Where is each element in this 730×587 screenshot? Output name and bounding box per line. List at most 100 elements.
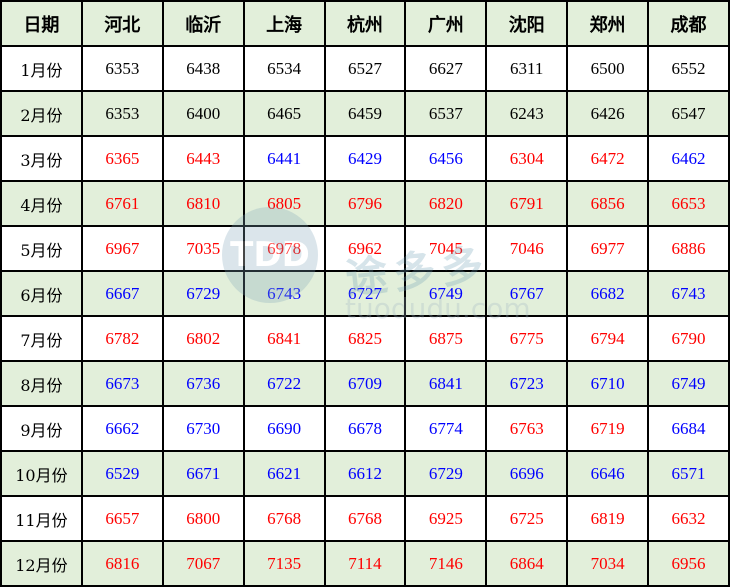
- price-cell: 6810: [161, 180, 245, 227]
- price-cell: 6749: [647, 360, 730, 407]
- table-row: 2月份 6353 6400 6465 6459 6537 6243 6426 6547: [0, 90, 730, 137]
- price-cell: 6472: [566, 135, 649, 182]
- table-row: 11月份 6657 6800 6768 6768 6925 6725 6819 6632: [0, 495, 730, 542]
- price-cell: 6365: [80, 135, 164, 182]
- price-cell: 6886: [647, 225, 730, 272]
- price-cell: 6743: [647, 270, 730, 317]
- price-cell: 6696: [485, 450, 569, 497]
- price-cell: 6632: [647, 495, 730, 542]
- price-cell: 7146: [404, 540, 488, 587]
- price-cell: 6462: [647, 135, 730, 182]
- price-cell: 6547: [647, 90, 730, 137]
- price-cell: 6426: [566, 90, 649, 137]
- price-cell: 6537: [404, 90, 488, 137]
- price-cell: 6671: [161, 450, 245, 497]
- month-cell: 9月份: [0, 405, 83, 452]
- price-cell: 6529: [80, 450, 164, 497]
- price-cell: 7135: [242, 540, 326, 587]
- price-cell: 6684: [647, 405, 730, 452]
- table-row: 3月份 6365 6443 6441 6429 6456 6304 6472 6462: [0, 135, 730, 182]
- price-cell: 6662: [80, 405, 164, 452]
- header-city: 广州: [404, 0, 488, 47]
- price-cell: 6978: [242, 225, 326, 272]
- price-cell: 6805: [242, 180, 326, 227]
- price-cell: 6729: [404, 450, 488, 497]
- price-cell: 6816: [80, 540, 164, 587]
- price-cell: 6841: [404, 360, 488, 407]
- table-row: 9月份 6662 6730 6690 6678 6774 6763 6719 6684: [0, 405, 730, 452]
- month-cell: 8月份: [0, 360, 83, 407]
- price-cell: 6667: [80, 270, 164, 317]
- month-cell: 1月份: [0, 45, 83, 92]
- month-cell: 6月份: [0, 270, 83, 317]
- table-row: 7月份 6782 6802 6841 6825 6875 6775 6794 6790: [0, 315, 730, 362]
- table-row: 1月份 6353 6438 6534 6527 6627 6311 6500 6552: [0, 45, 730, 92]
- table-row: 10月份 6529 6671 6621 6612 6729 6696 6646 6571: [0, 450, 730, 497]
- price-cell: 6657: [80, 495, 164, 542]
- price-cell: 6429: [323, 135, 407, 182]
- table-row: 5月份 6967 7035 6978 6962 7045 7046 6977 6886: [0, 225, 730, 272]
- price-cell: 7046: [485, 225, 569, 272]
- price-cell: 6800: [161, 495, 245, 542]
- price-cell: 6571: [647, 450, 730, 497]
- price-cell: 6673: [80, 360, 164, 407]
- price-cell: 6768: [242, 495, 326, 542]
- price-cell: 6820: [404, 180, 488, 227]
- price-cell: 6552: [647, 45, 730, 92]
- price-cell: 6794: [566, 315, 649, 362]
- price-cell: 6736: [161, 360, 245, 407]
- price-cell: 6791: [485, 180, 569, 227]
- price-cell: 6825: [323, 315, 407, 362]
- month-cell: 2月份: [0, 90, 83, 137]
- price-cell: 6612: [323, 450, 407, 497]
- table-row: 6月份 6667 6729 6743 6727 6749 6767 6682 6743: [0, 270, 730, 317]
- price-cell: 6719: [566, 405, 649, 452]
- month-cell: 11月份: [0, 495, 83, 542]
- month-cell: 3月份: [0, 135, 83, 182]
- table-row: 8月份 6673 6736 6722 6709 6841 6723 6710 6749: [0, 360, 730, 407]
- price-cell: 6761: [80, 180, 164, 227]
- price-cell: 6729: [161, 270, 245, 317]
- price-cell: 6653: [647, 180, 730, 227]
- header-city: 临沂: [161, 0, 245, 47]
- price-cell: 6856: [566, 180, 649, 227]
- month-cell: 12月份: [0, 540, 83, 587]
- price-cell: 6627: [404, 45, 488, 92]
- price-cell: 6500: [566, 45, 649, 92]
- price-cell: 7114: [323, 540, 407, 587]
- price-cell: 6864: [485, 540, 569, 587]
- price-cell: 6682: [566, 270, 649, 317]
- price-cell: 6400: [161, 90, 245, 137]
- price-cell: 6722: [242, 360, 326, 407]
- price-cell: 7034: [566, 540, 649, 587]
- header-city: 上海: [242, 0, 326, 47]
- price-cell: 6725: [485, 495, 569, 542]
- header-city: 成都: [647, 0, 730, 47]
- price-cell: 6690: [242, 405, 326, 452]
- month-cell: 7月份: [0, 315, 83, 362]
- price-cell: 6775: [485, 315, 569, 362]
- header-city: 沈阳: [485, 0, 569, 47]
- table-row: 4月份 6761 6810 6805 6796 6820 6791 6856 6653: [0, 180, 730, 227]
- header-row: 日期 河北 临沂 上海 杭州 广州 沈阳 郑州 成都: [0, 0, 730, 47]
- price-cell: 6456: [404, 135, 488, 182]
- price-cell: 6443: [161, 135, 245, 182]
- price-cell: 6459: [323, 90, 407, 137]
- price-cell: 6875: [404, 315, 488, 362]
- price-cell: 6977: [566, 225, 649, 272]
- price-cell: 6438: [161, 45, 245, 92]
- price-cell: 6782: [80, 315, 164, 362]
- price-cell: 6796: [323, 180, 407, 227]
- price-cell: 6678: [323, 405, 407, 452]
- price-cell: 6841: [242, 315, 326, 362]
- price-cell: 6304: [485, 135, 569, 182]
- header-date: 日期: [0, 0, 83, 47]
- price-cell: 7067: [161, 540, 245, 587]
- price-cell: 6768: [323, 495, 407, 542]
- price-cell: 6709: [323, 360, 407, 407]
- price-cell: 6534: [242, 45, 326, 92]
- price-cell: 6723: [485, 360, 569, 407]
- month-cell: 4月份: [0, 180, 83, 227]
- price-cell: 6962: [323, 225, 407, 272]
